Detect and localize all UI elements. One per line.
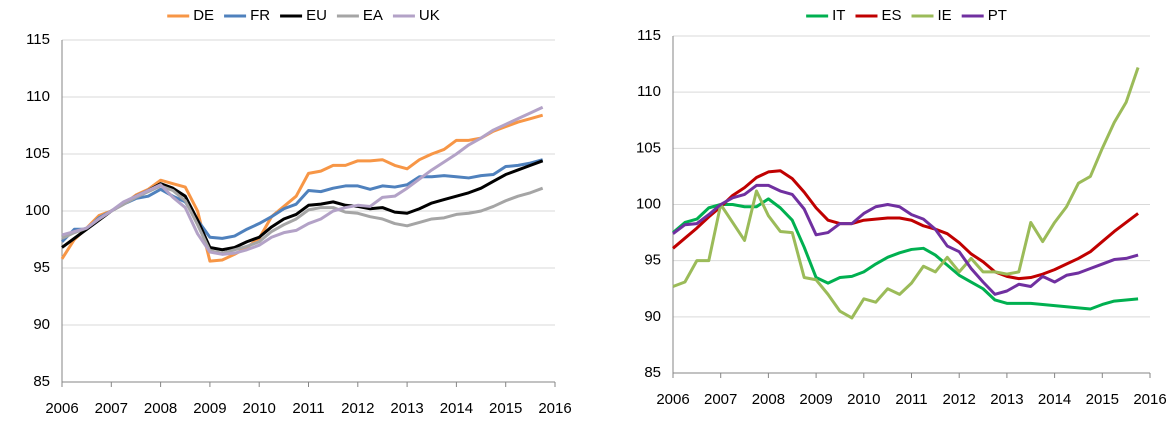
legend-label: EA bbox=[363, 7, 383, 24]
x-tick-label: 2009 bbox=[799, 391, 832, 408]
legend-label: DE bbox=[193, 7, 214, 24]
y-tick-label: 100 bbox=[636, 195, 661, 212]
y-tick-label: 100 bbox=[25, 202, 50, 219]
x-tick-label: 2014 bbox=[1038, 391, 1071, 408]
series-line bbox=[60, 113, 544, 263]
x-tick-label: 2011 bbox=[292, 400, 324, 417]
y-tick-label: 85 bbox=[33, 373, 50, 390]
x-tick-label: 2012 bbox=[341, 400, 374, 417]
x-tick-label: 2013 bbox=[390, 400, 423, 417]
x-tick-label: 2016 bbox=[538, 400, 571, 417]
x-tick-label: 2014 bbox=[440, 400, 473, 417]
legend-label: IT bbox=[832, 7, 845, 24]
series-line bbox=[672, 169, 1139, 281]
legend-label: PT bbox=[988, 7, 1007, 24]
legend-label: EU bbox=[306, 7, 327, 24]
y-tick-label: 115 bbox=[637, 27, 661, 44]
y-tick-label: 110 bbox=[637, 83, 661, 100]
x-tick-label: 2008 bbox=[144, 400, 177, 417]
series-line bbox=[60, 158, 544, 243]
x-tick-label: 2015 bbox=[1086, 391, 1119, 408]
series-line bbox=[672, 66, 1140, 320]
series-line bbox=[61, 159, 544, 252]
x-tick-label: 2011 bbox=[895, 391, 927, 408]
legend-label: UK bbox=[419, 7, 440, 24]
y-tick-label: 90 bbox=[33, 316, 50, 333]
series-line bbox=[672, 197, 1139, 311]
y-tick-label: 85 bbox=[644, 364, 661, 381]
x-tick-label: 2008 bbox=[752, 391, 785, 408]
x-tick-label: 2010 bbox=[243, 400, 276, 417]
x-tick-label: 2006 bbox=[656, 391, 689, 408]
x-tick-label: 2006 bbox=[45, 400, 78, 417]
y-tick-label: 110 bbox=[26, 88, 50, 105]
x-tick-label: 2012 bbox=[943, 391, 976, 408]
y-tick-label: 95 bbox=[33, 259, 50, 276]
x-tick-label: 2007 bbox=[704, 391, 737, 408]
x-tick-label: 2007 bbox=[95, 400, 128, 417]
legend-label: FR bbox=[250, 7, 270, 24]
y-tick-label: 115 bbox=[26, 31, 50, 48]
x-tick-label: 2010 bbox=[847, 391, 880, 408]
legend-label: IE bbox=[938, 7, 952, 24]
series-line bbox=[672, 183, 1139, 296]
y-tick-label: 105 bbox=[636, 139, 661, 156]
y-tick-label: 95 bbox=[644, 252, 661, 269]
x-tick-label: 2013 bbox=[990, 391, 1023, 408]
series-line bbox=[61, 105, 544, 256]
y-tick-label: 105 bbox=[25, 145, 50, 162]
x-tick-label: 2015 bbox=[489, 400, 522, 417]
x-tick-label: 2009 bbox=[193, 400, 226, 417]
y-tick-label: 90 bbox=[644, 308, 661, 325]
legend-label: ES bbox=[881, 7, 901, 24]
x-tick-label: 2016 bbox=[1133, 391, 1166, 408]
